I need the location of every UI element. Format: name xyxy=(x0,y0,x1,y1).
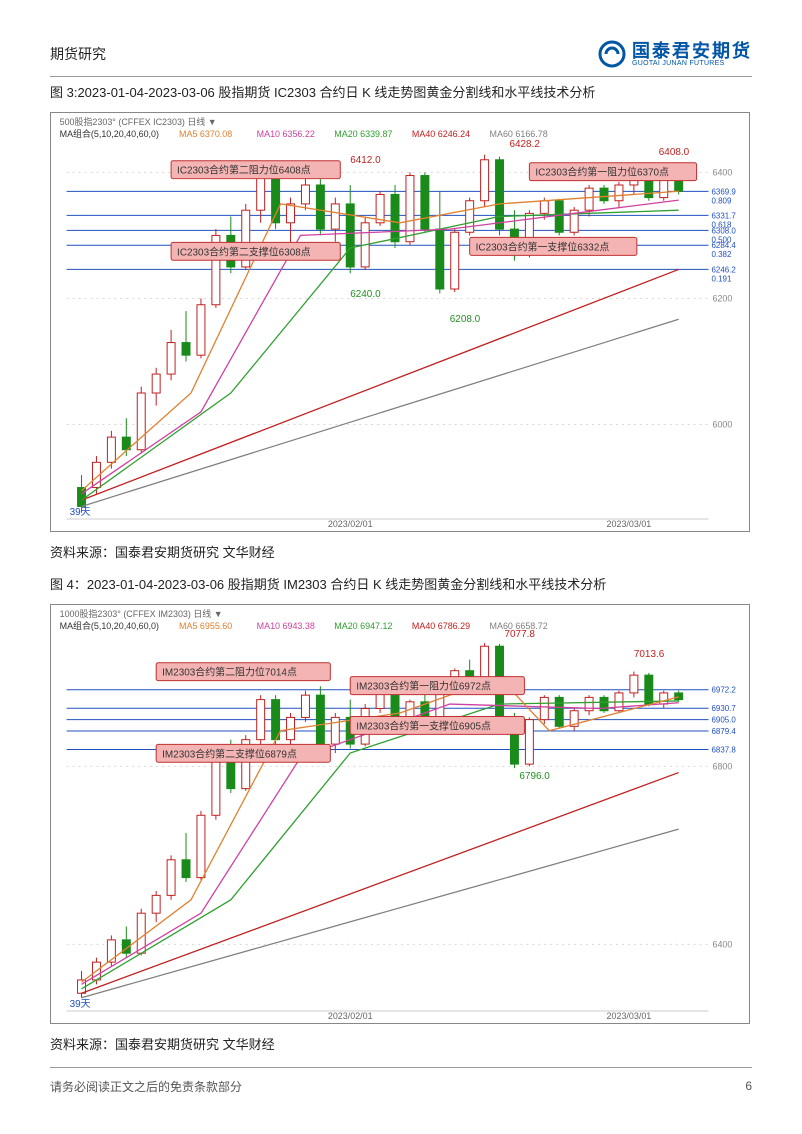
svg-text:6800: 6800 xyxy=(713,761,733,771)
svg-text:6208.0: 6208.0 xyxy=(450,314,481,325)
svg-text:IM2303合约第一支撑位6905点: IM2303合约第一支撑位6905点 xyxy=(356,719,491,732)
figure-4-source: 资料来源：国泰君安期货研究 文华财经 xyxy=(50,1034,752,1053)
svg-text:MA60 6166.78: MA60 6166.78 xyxy=(490,129,548,139)
svg-text:7013.6: 7013.6 xyxy=(634,648,665,659)
logo-en-text: GUOTAI JUNAN FUTURES xyxy=(632,60,752,67)
svg-text:6905.0: 6905.0 xyxy=(712,715,737,724)
header-rule xyxy=(50,76,752,77)
svg-text:2023/02/01: 2023/02/01 xyxy=(328,519,373,529)
svg-text:IM2303合约第二支撑位6879点: IM2303合约第二支撑位6879点 xyxy=(162,747,297,760)
svg-text:MA40 6246.24: MA40 6246.24 xyxy=(412,129,470,139)
svg-text:0.809: 0.809 xyxy=(712,196,732,205)
svg-text:IC2303合约第一支撑位6332点: IC2303合约第一支撑位6332点 xyxy=(476,240,610,253)
svg-text:6837.8: 6837.8 xyxy=(712,745,737,754)
svg-text:MA组合(5,10,20,40,60,0): MA组合(5,10,20,40,60,0) xyxy=(60,128,159,139)
svg-text:1000股指2303° (CFFEX IM2303) 日线: 1000股指2303° (CFFEX IM2303) 日线 ▼ xyxy=(60,608,223,619)
svg-text:6930.7: 6930.7 xyxy=(712,704,737,713)
svg-text:2023/03/01: 2023/03/01 xyxy=(607,1011,652,1021)
footer-rule xyxy=(50,1067,752,1068)
svg-text:IC2303合约第二阻力位6408点: IC2303合约第二阻力位6408点 xyxy=(177,164,311,177)
figure-4-title: 图 4：2023-01-04-2023-03-06 股指期货 IM2303 合约… xyxy=(50,575,752,596)
svg-text:500股指2303° (CFFEX IC2303) 日线: 500股指2303° (CFFEX IC2303) 日线 ▼ xyxy=(60,116,217,127)
svg-text:6331.7: 6331.7 xyxy=(712,211,737,220)
svg-text:6879.4: 6879.4 xyxy=(712,727,737,736)
chart-3: 500股指2303° (CFFEX IC2303) 日线 ▼MA组合(5,10,… xyxy=(50,112,750,532)
svg-text:6308.0: 6308.0 xyxy=(712,226,737,235)
svg-text:6000: 6000 xyxy=(713,419,733,429)
svg-text:IC2303合约第二支撑位6308点: IC2303合约第二支撑位6308点 xyxy=(177,245,311,258)
svg-text:6412.0: 6412.0 xyxy=(350,155,381,166)
svg-text:6408.0: 6408.0 xyxy=(659,147,690,158)
svg-text:MA10 6943.38: MA10 6943.38 xyxy=(257,620,315,630)
svg-text:6428.2: 6428.2 xyxy=(509,139,540,150)
svg-text:6400: 6400 xyxy=(713,167,733,177)
header-category: 期货研究 xyxy=(50,44,106,64)
svg-text:IM2303合约第一阻力位6972点: IM2303合约第一阻力位6972点 xyxy=(356,679,491,692)
svg-text:6200: 6200 xyxy=(713,293,733,303)
svg-text:39天: 39天 xyxy=(70,999,91,1010)
svg-text:2023/02/01: 2023/02/01 xyxy=(328,1011,373,1021)
svg-text:MA组合(5,10,20,40,60,0): MA组合(5,10,20,40,60,0) xyxy=(60,619,159,630)
svg-text:7077.8: 7077.8 xyxy=(505,628,536,639)
svg-text:6400: 6400 xyxy=(713,939,733,949)
svg-text:MA5 6370.08: MA5 6370.08 xyxy=(179,129,232,139)
svg-text:6240.0: 6240.0 xyxy=(350,289,381,300)
figure-3-source: 资料来源：国泰君安期货研究 文华财经 xyxy=(50,542,752,561)
page-footer: 请务必阅读正文之后的免责条款部分 6 xyxy=(50,1078,752,1095)
svg-text:6284.4: 6284.4 xyxy=(712,241,737,250)
page-header: 期货研究 国泰君安期货 GUOTAI JUNAN FUTURES xyxy=(50,40,752,68)
page-number: 6 xyxy=(745,1079,752,1093)
company-logo: 国泰君安期货 GUOTAI JUNAN FUTURES xyxy=(598,40,752,68)
document-page: 期货研究 国泰君安期货 GUOTAI JUNAN FUTURES 图 3:202… xyxy=(0,0,802,1125)
svg-text:39天: 39天 xyxy=(70,507,91,518)
chart-4: 1000股指2303° (CFFEX IM2303) 日线 ▼MA组合(5,10… xyxy=(50,604,750,1024)
svg-text:MA40 6786.29: MA40 6786.29 xyxy=(412,620,470,630)
footer-disclaimer: 请务必阅读正文之后的免责条款部分 xyxy=(50,1078,242,1095)
svg-text:6796.0: 6796.0 xyxy=(519,771,550,782)
svg-text:0.382: 0.382 xyxy=(712,250,732,259)
svg-text:0.191: 0.191 xyxy=(712,274,732,283)
svg-text:MA20 6339.87: MA20 6339.87 xyxy=(334,129,392,139)
svg-text:MA5 6955.60: MA5 6955.60 xyxy=(179,620,232,630)
svg-text:6972.2: 6972.2 xyxy=(712,685,737,694)
logo-cn-text: 国泰君安期货 xyxy=(632,42,752,60)
svg-text:6246.2: 6246.2 xyxy=(712,265,737,274)
svg-text:2023/03/01: 2023/03/01 xyxy=(607,519,652,529)
svg-text:MA10 6356.22: MA10 6356.22 xyxy=(257,129,315,139)
svg-text:6369.9: 6369.9 xyxy=(712,187,737,196)
svg-text:IM2303合约第二阻力位7014点: IM2303合约第二阻力位7014点 xyxy=(162,665,297,678)
svg-text:IC2303合约第一阻力位6370点: IC2303合约第一阻力位6370点 xyxy=(535,165,669,178)
svg-text:MA20 6947.12: MA20 6947.12 xyxy=(334,620,392,630)
figure-3-title: 图 3:2023-01-04-2023-03-06 股指期货 IC2303 合约… xyxy=(50,83,752,104)
logo-icon xyxy=(598,40,626,68)
